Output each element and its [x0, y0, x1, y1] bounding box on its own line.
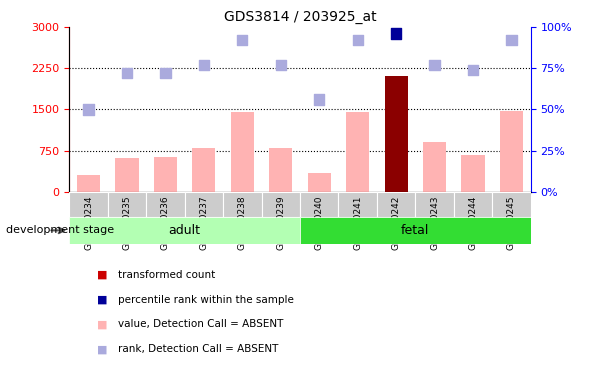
Text: ■: ■: [97, 270, 108, 280]
Point: [353, 37, 362, 43]
Text: GSM440245: GSM440245: [507, 196, 516, 250]
Text: fetal: fetal: [401, 224, 429, 237]
Bar: [116, 158, 139, 192]
Bar: [492, 192, 531, 217]
Title: GDS3814 / 203925_at: GDS3814 / 203925_at: [224, 10, 376, 25]
Text: ■: ■: [97, 344, 108, 354]
Bar: [108, 192, 146, 217]
Text: transformed count: transformed count: [118, 270, 215, 280]
Bar: [185, 192, 223, 217]
Bar: [423, 142, 446, 192]
Bar: [269, 148, 292, 192]
Text: rank, Detection Call = ABSENT: rank, Detection Call = ABSENT: [118, 344, 278, 354]
Text: GSM440236: GSM440236: [161, 196, 170, 250]
Point: [391, 30, 401, 36]
Bar: [346, 112, 369, 192]
Bar: [223, 192, 262, 217]
Point: [199, 62, 209, 68]
Bar: [385, 76, 408, 192]
Text: adult: adult: [169, 224, 201, 237]
Bar: [192, 148, 215, 192]
Point: [276, 62, 286, 68]
Text: GSM440234: GSM440234: [84, 196, 93, 250]
Text: value, Detection Call = ABSENT: value, Detection Call = ABSENT: [118, 319, 283, 329]
Bar: [500, 111, 523, 192]
Text: GSM440237: GSM440237: [200, 196, 209, 250]
Point: [84, 106, 93, 113]
Point: [122, 70, 132, 76]
Text: GSM440241: GSM440241: [353, 196, 362, 250]
Point: [238, 37, 247, 43]
Bar: [300, 217, 531, 244]
Text: percentile rank within the sample: percentile rank within the sample: [118, 295, 294, 305]
Bar: [69, 192, 108, 217]
Point: [507, 37, 516, 43]
Bar: [146, 192, 185, 217]
Bar: [154, 157, 177, 192]
Bar: [377, 192, 415, 217]
Text: GSM440240: GSM440240: [315, 196, 324, 250]
Bar: [461, 155, 485, 192]
Point: [160, 70, 170, 76]
Bar: [262, 192, 300, 217]
Point: [430, 62, 440, 68]
Text: ■: ■: [97, 295, 108, 305]
Text: GSM440244: GSM440244: [469, 196, 478, 250]
Point: [468, 67, 478, 73]
Text: GSM440239: GSM440239: [276, 196, 285, 250]
Bar: [300, 192, 338, 217]
Text: development stage: development stage: [6, 225, 114, 235]
Bar: [308, 173, 330, 192]
Bar: [415, 192, 453, 217]
Text: GSM440242: GSM440242: [391, 196, 400, 250]
Bar: [77, 175, 100, 192]
Bar: [231, 112, 254, 192]
Bar: [454, 192, 492, 217]
Text: GSM440235: GSM440235: [122, 196, 131, 250]
Text: GSM440243: GSM440243: [430, 196, 439, 250]
Text: GSM440238: GSM440238: [238, 196, 247, 250]
Bar: [338, 192, 377, 217]
Bar: [69, 217, 300, 244]
Text: ■: ■: [97, 319, 108, 329]
Point: [314, 96, 324, 103]
